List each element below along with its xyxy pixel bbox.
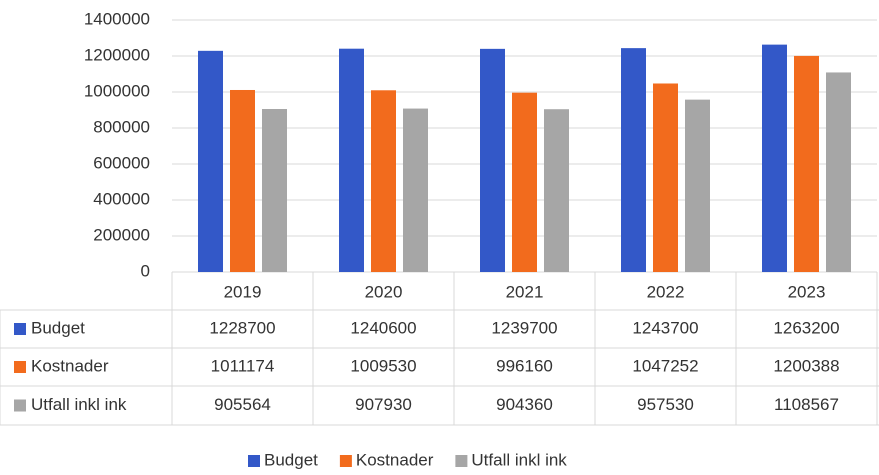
y-tick-label: 800000 bbox=[93, 117, 150, 136]
bar bbox=[512, 92, 537, 273]
bar bbox=[230, 89, 255, 272]
y-tick-label: 0 bbox=[141, 261, 150, 280]
bar bbox=[826, 72, 851, 272]
legend-key bbox=[455, 455, 468, 467]
table-cell: 905564 bbox=[214, 395, 271, 414]
y-tick-label: 200000 bbox=[93, 225, 150, 244]
table-cell: 957530 bbox=[637, 395, 694, 414]
table-cell: 907930 bbox=[355, 395, 412, 414]
bar bbox=[262, 108, 287, 273]
table-cell: 1047252 bbox=[632, 356, 698, 375]
table-cell: 996160 bbox=[496, 356, 553, 375]
bar bbox=[794, 55, 819, 272]
y-tick-label: 400000 bbox=[93, 189, 150, 208]
legend-label: Budget bbox=[264, 450, 318, 469]
x-tick-label: 2020 bbox=[365, 282, 403, 301]
table-cell: 1108567 bbox=[774, 395, 839, 414]
x-tick-label: 2022 bbox=[647, 282, 685, 301]
legend-label: Utfall inkl ink bbox=[471, 450, 567, 469]
x-tick-label: 2023 bbox=[788, 282, 826, 301]
table-series-name: Kostnader bbox=[31, 356, 109, 375]
table-cell: 1011174 bbox=[211, 356, 275, 375]
bar bbox=[621, 48, 646, 272]
legend-label: Kostnader bbox=[356, 450, 434, 469]
table-legend-key bbox=[14, 399, 26, 412]
x-tick-label: 2019 bbox=[224, 282, 262, 301]
bar bbox=[403, 108, 428, 272]
table-cell: 1239700 bbox=[491, 318, 557, 337]
y-tick-label: 1000000 bbox=[84, 81, 150, 100]
table-cell: 1243700 bbox=[632, 318, 698, 337]
table-cell: 1263200 bbox=[773, 318, 839, 337]
x-tick-label: 2021 bbox=[506, 282, 544, 301]
y-tick-label: 1400000 bbox=[84, 9, 150, 28]
bar bbox=[480, 48, 505, 272]
legend-key bbox=[339, 455, 352, 467]
table-legend-key bbox=[14, 361, 26, 373]
bar bbox=[653, 83, 678, 273]
bar bbox=[339, 48, 364, 272]
legend-key bbox=[248, 455, 260, 467]
bar bbox=[198, 50, 223, 272]
table-cell: 904360 bbox=[496, 395, 553, 414]
table-cell: 1009530 bbox=[350, 356, 416, 375]
table-series-name: Utfall inkl ink bbox=[31, 395, 127, 414]
bar bbox=[371, 90, 396, 272]
bar bbox=[544, 109, 569, 272]
table-cell: 1228700 bbox=[209, 318, 275, 337]
table-series-name: Budget bbox=[31, 318, 85, 337]
y-tick-label: 600000 bbox=[93, 153, 150, 172]
y-tick-label: 1200000 bbox=[84, 45, 150, 64]
bar bbox=[762, 44, 787, 273]
table-legend-key bbox=[14, 323, 26, 335]
table-cell: 1240600 bbox=[350, 318, 416, 337]
table-cell: 1200388 bbox=[773, 356, 839, 375]
bar bbox=[685, 99, 710, 273]
